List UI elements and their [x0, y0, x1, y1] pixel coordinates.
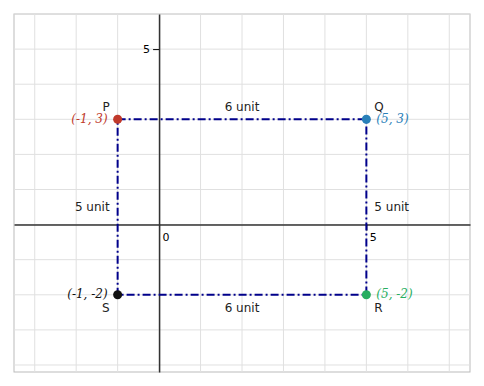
y-axis: 5: [143, 15, 160, 373]
annotation: 6 unit: [225, 301, 260, 315]
axis-line: [159, 15, 161, 373]
grid-line: [324, 14, 325, 372]
annotation: 5 unit: [75, 200, 110, 214]
tick: 0: [160, 225, 170, 245]
axis-line: [15, 224, 471, 226]
grid-line: [14, 329, 470, 330]
tick-label: 5: [370, 231, 377, 244]
annotation: Q: [374, 100, 383, 114]
point: [113, 115, 122, 124]
grid-line: [407, 14, 408, 372]
grid-line: [14, 14, 470, 15]
grid: [14, 14, 470, 372]
grid-line: [14, 84, 470, 85]
tick: 5: [143, 43, 159, 56]
tick-label: 0: [163, 231, 170, 244]
point: [113, 290, 122, 299]
plot-frame: [14, 14, 470, 372]
grid-line: [14, 259, 470, 260]
marks: [113, 115, 371, 299]
grid-line: [14, 224, 470, 225]
grid-line: [200, 14, 201, 372]
annotation: 5 unit: [374, 200, 409, 214]
grid-line: [14, 189, 470, 190]
tick-mark: [153, 49, 159, 50]
annotation: 6 unit: [225, 100, 260, 114]
point: [362, 115, 371, 124]
grid-line: [159, 14, 160, 372]
data-label: (-1, -2): [67, 287, 108, 301]
annotation: R: [374, 301, 382, 315]
grid-line: [14, 154, 470, 155]
grid-line: [449, 14, 450, 372]
line: [118, 119, 367, 294]
grid-line: [14, 364, 470, 365]
tick: 5: [367, 225, 377, 245]
grid-line: [34, 14, 35, 372]
annotation: P: [102, 100, 109, 114]
chart: 055(-1, 3)(5, 3)(5, -2)(-1, -2)PQRS6 uni…: [0, 0, 484, 386]
grid-line: [242, 14, 243, 372]
grid-line: [76, 14, 77, 372]
labels: (-1, 3)(5, 3)(5, -2)(-1, -2)PQRS6 unit6 …: [67, 100, 413, 314]
grid-line: [283, 14, 284, 372]
grid-line: [14, 49, 470, 50]
x-axis: 05: [15, 225, 471, 245]
data-label: (5, -2): [376, 287, 413, 301]
annotation: S: [102, 301, 110, 315]
tick-label: 5: [143, 43, 150, 56]
point: [362, 290, 371, 299]
